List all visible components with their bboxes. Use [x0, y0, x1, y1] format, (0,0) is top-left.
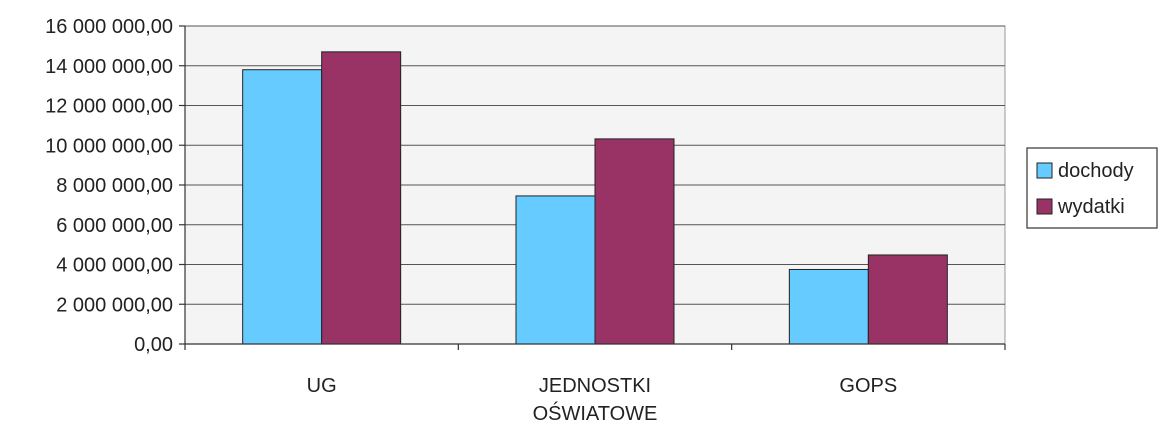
y-axis-ticks: 0,00 2 000 000,00 4 000 000,00 6 000 000,00…	[45, 16, 185, 356]
bar-dochody-2	[788, 268, 869, 345]
bar-dochody-0	[242, 69, 323, 345]
bar-wydatki-0	[321, 51, 402, 345]
bar-dochody-1	[515, 195, 596, 345]
legend-box	[1026, 147, 1158, 229]
legend-swatch-dochody	[1036, 162, 1053, 179]
legend: dochody wydatki	[1026, 147, 1158, 229]
y-tick-label: 10 000 000,00	[45, 135, 173, 157]
y-tick-label: 0,00	[134, 334, 173, 356]
y-tick-label: 4 000 000,00	[56, 255, 173, 277]
bars	[242, 51, 948, 345]
y-tick-label: 8 000 000,00	[56, 175, 173, 197]
legend-label-dochody: dochody	[1058, 160, 1134, 182]
x-category-label: OŚWIATOWE	[533, 401, 658, 423]
x-category-label: GOPS	[839, 375, 897, 397]
y-tick-label: 2 000 000,00	[56, 294, 173, 316]
y-tick-label: 12 000 000,00	[45, 96, 173, 118]
bar-wydatki-2	[867, 254, 948, 345]
x-axis-ticks: UG JEDNOSTKI OŚWIATOWE GOPS	[184, 344, 1006, 423]
y-tick-label: 14 000 000,00	[45, 56, 173, 78]
legend-swatch-wydatki	[1036, 198, 1053, 215]
y-tick-label: 6 000 000,00	[56, 215, 173, 237]
x-category-label: JEDNOSTKI	[539, 375, 651, 397]
bar-wydatki-1	[594, 138, 675, 345]
x-category-label: UG	[307, 375, 337, 397]
legend-label-wydatki: wydatki	[1057, 196, 1125, 218]
y-tick-label: 16 000 000,00	[45, 16, 173, 38]
